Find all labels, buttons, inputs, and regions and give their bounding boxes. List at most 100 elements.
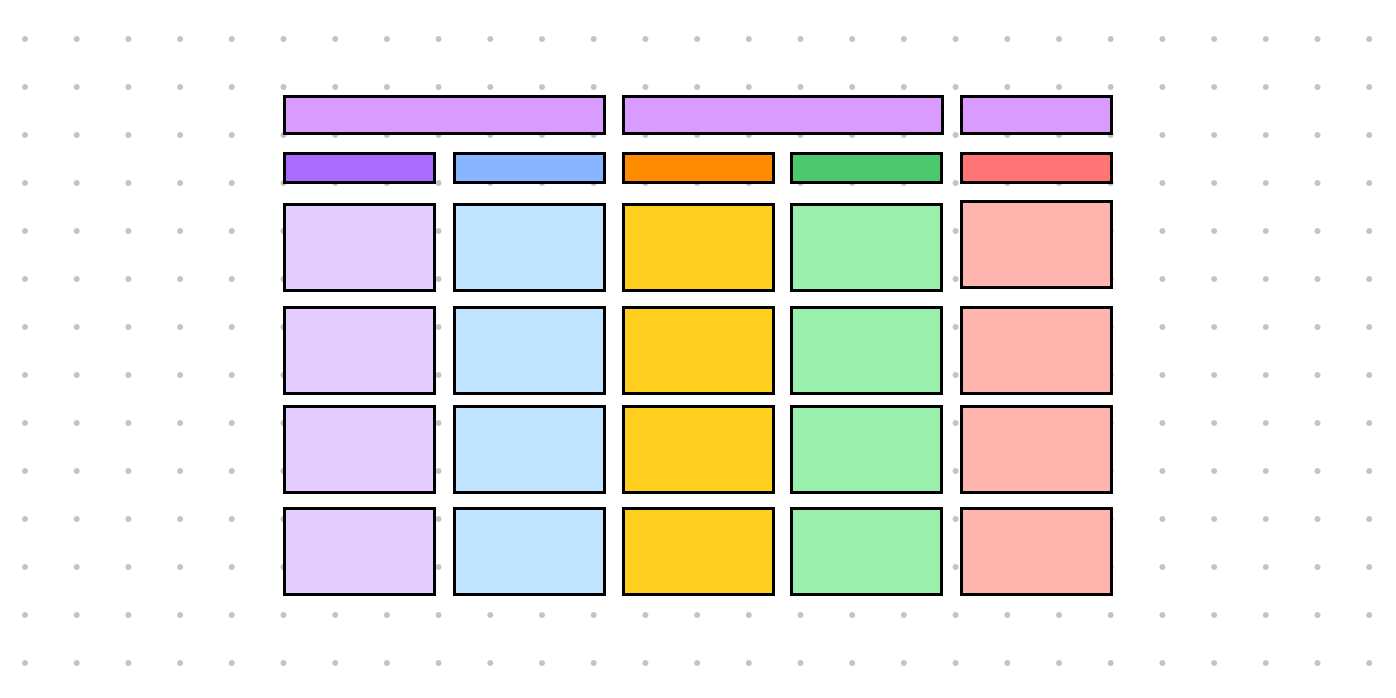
grid-dot (177, 228, 184, 234)
grid-dot (849, 36, 856, 42)
grid-dot (22, 324, 28, 330)
grid-dot (228, 372, 235, 378)
grid-dot (73, 228, 80, 234)
grid-dot (332, 660, 339, 666)
grid-dot (1262, 324, 1269, 330)
grid-dot (73, 564, 80, 570)
cell-block (790, 507, 943, 596)
grid-dot (1314, 612, 1321, 618)
grid-dot (1314, 372, 1321, 378)
cell-block (622, 507, 775, 596)
grid-dot (849, 84, 856, 90)
grid-dot (73, 420, 80, 426)
grid-dot (1314, 132, 1321, 138)
grid-dot (280, 612, 287, 618)
grid-dot (73, 84, 80, 90)
grid-dot (332, 36, 339, 42)
grid-dot (900, 660, 907, 666)
grid-dot (125, 516, 132, 522)
grid-dot (1211, 180, 1218, 186)
grid-dot (177, 372, 184, 378)
group-header-block (960, 95, 1113, 135)
grid-dot (1056, 660, 1062, 666)
grid-dot (1314, 84, 1321, 90)
grid-dot (435, 612, 442, 618)
grid-dot (228, 276, 235, 282)
grid-dot (228, 132, 235, 138)
grid-dot (539, 36, 545, 42)
grid-dot (642, 36, 649, 42)
grid-dot (177, 660, 184, 666)
grid-dot (1159, 276, 1166, 282)
grid-dot (332, 612, 339, 618)
grid-dot (177, 564, 184, 570)
grid-dot (177, 84, 184, 90)
grid-dot (1314, 180, 1321, 186)
grid-dot (1159, 84, 1166, 90)
grid-dot (332, 84, 339, 90)
grid-dot (22, 276, 28, 282)
grid-dot (228, 180, 235, 186)
grid-dot (1262, 372, 1269, 378)
cell-block (283, 203, 436, 292)
grid-dot (177, 36, 184, 42)
grid-dot (1262, 132, 1269, 138)
grid-dot (745, 612, 752, 618)
grid-dot (73, 660, 80, 666)
grid-dot (952, 516, 959, 522)
grid-dot (1314, 564, 1321, 570)
column-header-block (960, 152, 1113, 184)
grid-dot (125, 612, 132, 618)
grid-dot (1056, 612, 1062, 618)
grid-dot (1211, 228, 1218, 234)
grid-dot (22, 660, 28, 666)
grid-dot (1366, 36, 1373, 42)
grid-dot (435, 516, 442, 522)
grid-dot (797, 36, 804, 42)
grid-dot (177, 468, 184, 474)
grid-dot (1211, 132, 1218, 138)
grid-dot (1366, 324, 1373, 330)
grid-dot (694, 36, 701, 42)
grid-dot (1314, 324, 1321, 330)
grid-dot (22, 420, 28, 426)
grid-dot (487, 660, 494, 666)
grid-dot (1366, 276, 1373, 282)
grid-dot (73, 180, 80, 186)
grid-dot (177, 612, 184, 618)
cell-block (453, 203, 606, 292)
grid-dot (694, 660, 701, 666)
cell-block (453, 405, 606, 494)
cell-block (283, 507, 436, 596)
grid-dot (952, 420, 959, 426)
grid-dot (1159, 180, 1166, 186)
grid-dot (1004, 660, 1011, 666)
grid-dot (1211, 612, 1218, 618)
grid-dot (73, 324, 80, 330)
grid-dot (1159, 564, 1166, 570)
grid-dot (1004, 612, 1011, 618)
grid-dot (1056, 84, 1062, 90)
grid-dot (435, 660, 442, 666)
grid-dot (435, 564, 442, 570)
grid-dot (73, 468, 80, 474)
grid-dot (125, 660, 132, 666)
grid-dot (1314, 276, 1321, 282)
grid-dot (228, 660, 235, 666)
grid-dot (1314, 36, 1321, 42)
cell-block (453, 507, 606, 596)
grid-dot (73, 372, 80, 378)
grid-dot (797, 660, 804, 666)
grid-dot (383, 660, 390, 666)
grid-dot (952, 564, 959, 570)
grid-dot (1107, 84, 1114, 90)
cell-block (283, 306, 436, 395)
grid-dot (590, 612, 597, 618)
grid-dot (1107, 36, 1114, 42)
grid-dot (1262, 564, 1269, 570)
grid-dot (22, 516, 28, 522)
grid-dot (952, 612, 959, 618)
grid-dot (435, 36, 442, 42)
grid-dot (1314, 660, 1321, 666)
grid-dot (125, 372, 132, 378)
